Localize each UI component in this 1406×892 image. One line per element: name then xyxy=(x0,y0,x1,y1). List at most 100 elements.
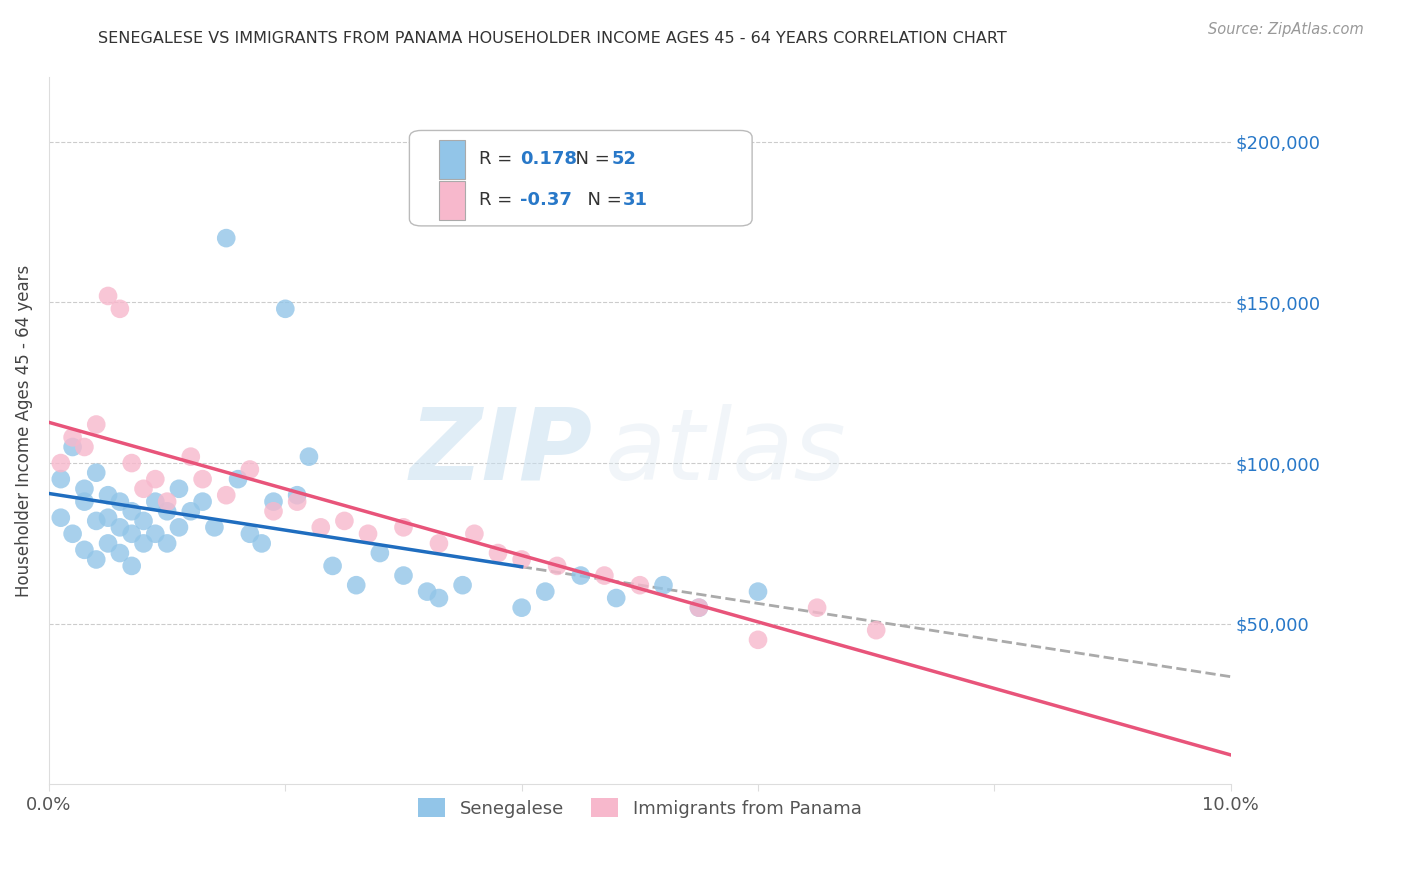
Point xyxy=(180,450,202,464)
Point xyxy=(121,504,143,518)
Text: -0.37: -0.37 xyxy=(520,191,572,209)
Point xyxy=(451,578,474,592)
Point xyxy=(427,591,450,605)
Text: 0.178: 0.178 xyxy=(520,151,578,169)
Point xyxy=(357,526,380,541)
Point xyxy=(226,472,249,486)
Point xyxy=(628,578,651,592)
Point xyxy=(167,520,190,534)
Point xyxy=(84,552,107,566)
Point xyxy=(510,600,533,615)
Point xyxy=(322,558,344,573)
Point xyxy=(250,536,273,550)
Point xyxy=(84,466,107,480)
Legend: Senegalese, Immigrants from Panama: Senegalese, Immigrants from Panama xyxy=(411,791,869,825)
Point xyxy=(215,488,238,502)
Point xyxy=(49,456,72,470)
Point xyxy=(97,536,120,550)
Point xyxy=(49,510,72,524)
FancyBboxPatch shape xyxy=(439,181,465,219)
Point xyxy=(593,568,616,582)
Point xyxy=(73,542,96,557)
Point xyxy=(239,526,262,541)
Point xyxy=(605,591,627,605)
Point xyxy=(73,494,96,508)
Point xyxy=(49,472,72,486)
Y-axis label: Householder Income Ages 45 - 64 years: Householder Income Ages 45 - 64 years xyxy=(15,265,32,597)
Text: Source: ZipAtlas.com: Source: ZipAtlas.com xyxy=(1208,22,1364,37)
FancyBboxPatch shape xyxy=(409,130,752,226)
Point xyxy=(121,558,143,573)
Point xyxy=(427,536,450,550)
Point xyxy=(191,494,214,508)
Text: R =: R = xyxy=(479,191,519,209)
Point xyxy=(416,584,439,599)
Point xyxy=(108,546,131,560)
Text: N =: N = xyxy=(564,151,616,169)
Point xyxy=(569,568,592,582)
Point xyxy=(62,526,84,541)
Point xyxy=(688,600,710,615)
Text: 31: 31 xyxy=(623,191,648,209)
Point xyxy=(392,520,415,534)
Point xyxy=(132,536,155,550)
Point xyxy=(73,482,96,496)
Text: 52: 52 xyxy=(612,151,637,169)
Point xyxy=(62,430,84,444)
Text: atlas: atlas xyxy=(605,404,846,500)
Point xyxy=(865,623,887,637)
Point xyxy=(263,494,285,508)
Point xyxy=(156,504,179,518)
Point xyxy=(285,494,308,508)
Point xyxy=(392,568,415,582)
Point xyxy=(204,520,226,534)
Point xyxy=(688,600,710,615)
Point xyxy=(73,440,96,454)
Point xyxy=(747,632,769,647)
Point xyxy=(463,526,485,541)
Point xyxy=(167,482,190,496)
Text: N =: N = xyxy=(576,191,627,209)
Point xyxy=(108,301,131,316)
Point xyxy=(298,450,321,464)
Point xyxy=(652,578,675,592)
Point xyxy=(97,510,120,524)
Point xyxy=(62,440,84,454)
Point xyxy=(333,514,356,528)
Point xyxy=(97,289,120,303)
Point xyxy=(747,584,769,599)
Point xyxy=(239,462,262,476)
Point xyxy=(546,558,568,573)
Point xyxy=(156,494,179,508)
Text: SENEGALESE VS IMMIGRANTS FROM PANAMA HOUSEHOLDER INCOME AGES 45 - 64 YEARS CORRE: SENEGALESE VS IMMIGRANTS FROM PANAMA HOU… xyxy=(98,31,1007,46)
Point xyxy=(84,514,107,528)
Point xyxy=(368,546,391,560)
Text: ZIP: ZIP xyxy=(409,404,592,500)
Point xyxy=(143,472,166,486)
Point xyxy=(121,456,143,470)
Point xyxy=(510,552,533,566)
Point xyxy=(806,600,828,615)
Point xyxy=(215,231,238,245)
Point xyxy=(309,520,332,534)
Point xyxy=(534,584,557,599)
Text: R =: R = xyxy=(479,151,519,169)
Point xyxy=(263,504,285,518)
Point xyxy=(132,482,155,496)
Point xyxy=(344,578,367,592)
Point xyxy=(191,472,214,486)
Point xyxy=(84,417,107,432)
Point xyxy=(121,526,143,541)
Point xyxy=(143,526,166,541)
Point xyxy=(274,301,297,316)
Point xyxy=(97,488,120,502)
Point xyxy=(132,514,155,528)
Point xyxy=(108,494,131,508)
Point xyxy=(285,488,308,502)
Point xyxy=(180,504,202,518)
Point xyxy=(108,520,131,534)
FancyBboxPatch shape xyxy=(439,140,465,179)
Point xyxy=(156,536,179,550)
Point xyxy=(486,546,509,560)
Point xyxy=(143,494,166,508)
